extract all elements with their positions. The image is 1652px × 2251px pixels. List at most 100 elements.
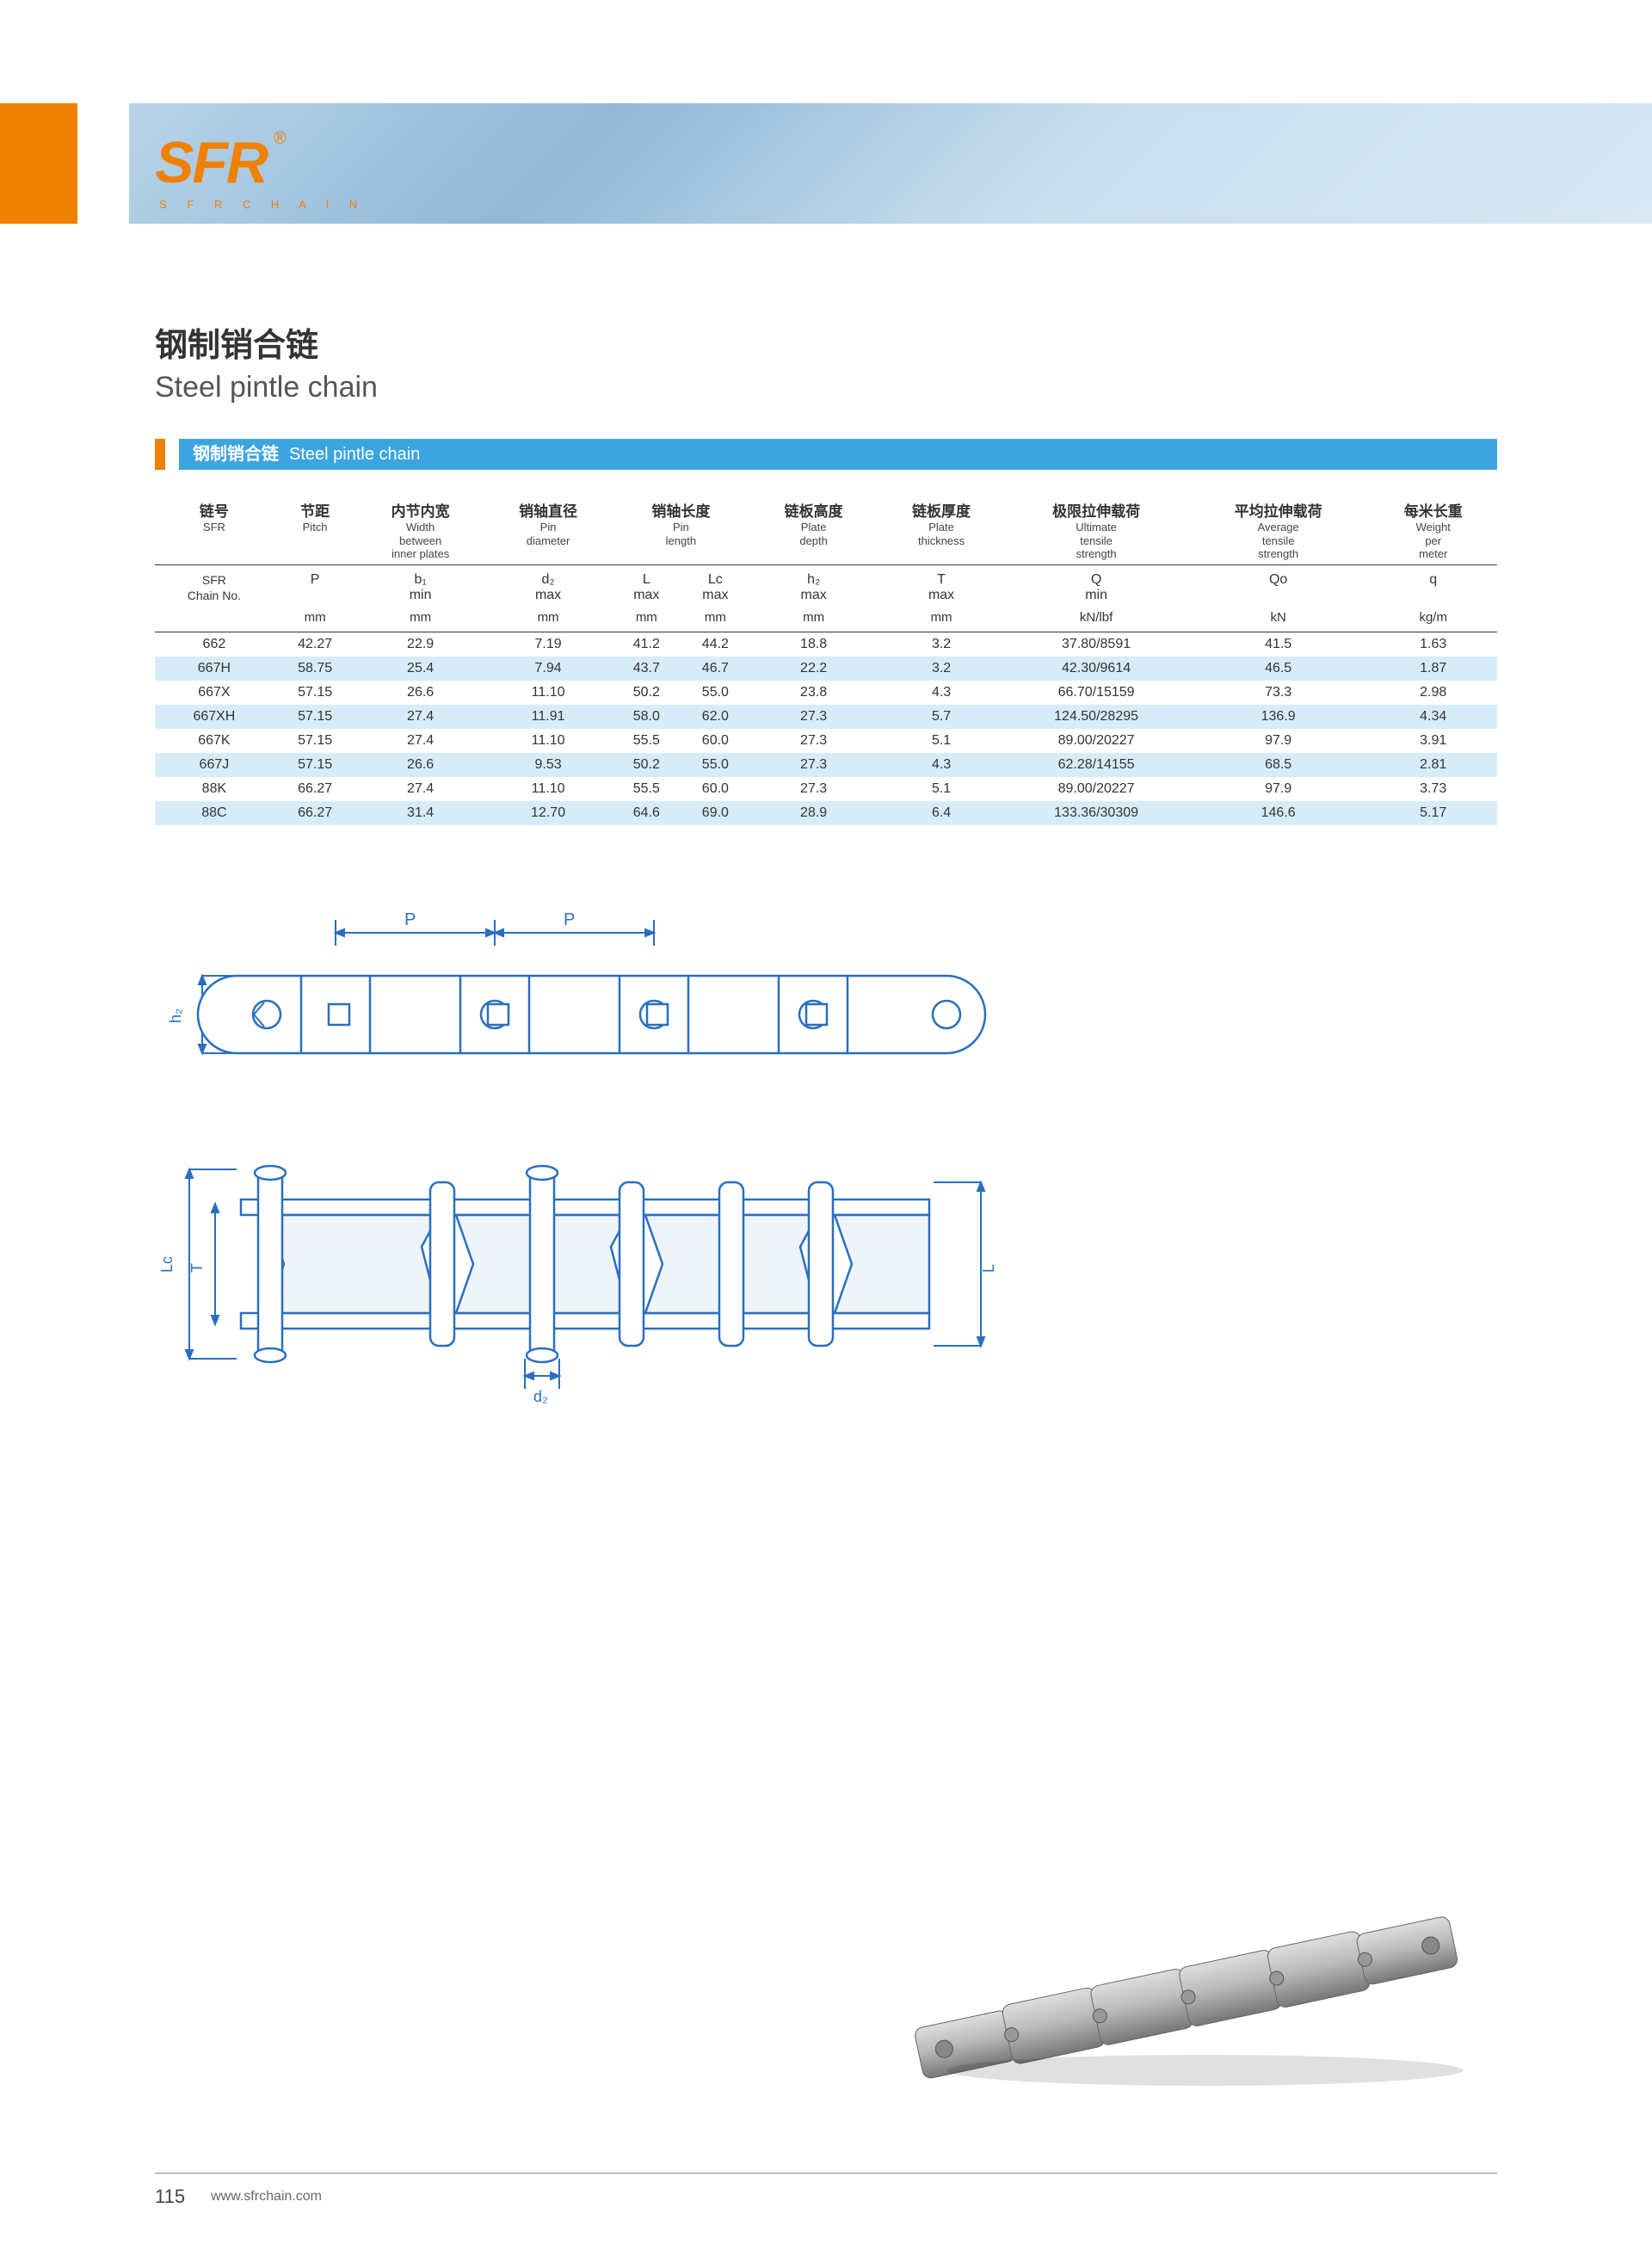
spec-table-body: 66242.2722.97.1941.244.218.83.237.80/859… bbox=[155, 632, 1497, 825]
table-cell: 27.4 bbox=[356, 705, 484, 729]
table-cell: 4.3 bbox=[878, 753, 1005, 777]
table-cell: 26.6 bbox=[356, 681, 484, 705]
table-symbol: Lmax bbox=[612, 564, 681, 607]
table-header: 平均拉伸载荷Averagetensilestrength bbox=[1187, 496, 1370, 564]
table-cell: 3.91 bbox=[1369, 729, 1497, 753]
footer: 115 www.sfrchain.com bbox=[155, 2186, 322, 2208]
table-row: 667J57.1526.69.5350.255.027.34.362.28/14… bbox=[155, 753, 1497, 777]
table-cell: 58.0 bbox=[612, 705, 681, 729]
table-cell: 5.17 bbox=[1369, 801, 1497, 825]
table-cell: 88C bbox=[155, 801, 274, 825]
table-cell: 50.2 bbox=[612, 681, 681, 705]
product-photo bbox=[878, 1890, 1497, 2096]
table-cell: 57.15 bbox=[274, 681, 357, 705]
table-row: 88C66.2731.412.7064.669.028.96.4133.36/3… bbox=[155, 801, 1497, 825]
table-row: 667XH57.1527.411.9158.062.027.35.7124.50… bbox=[155, 705, 1497, 729]
table-cell: 667J bbox=[155, 753, 274, 777]
table-unit: mm bbox=[878, 607, 1005, 632]
table-unit: mm bbox=[612, 607, 681, 632]
table-cell: 97.9 bbox=[1187, 729, 1370, 753]
table-unit: mm bbox=[274, 607, 357, 632]
table-cell: 2.81 bbox=[1369, 753, 1497, 777]
table-cell: 41.5 bbox=[1187, 632, 1370, 657]
diagram-top-view: P P h₂ bbox=[155, 903, 1497, 1092]
label-h2: h₂ bbox=[167, 1008, 184, 1023]
table-cell: 66.27 bbox=[274, 777, 357, 801]
table-cell: 89.00/20227 bbox=[1005, 777, 1187, 801]
table-cell: 55.5 bbox=[612, 729, 681, 753]
brand-logo: SFR® bbox=[155, 129, 285, 196]
table-cell: 4.3 bbox=[878, 681, 1005, 705]
spec-table-head: 链号SFR节距Pitch内节内宽Widthbetweeninner plates… bbox=[155, 496, 1497, 632]
table-cell: 68.5 bbox=[1187, 753, 1370, 777]
table-cell: 62.28/14155 bbox=[1005, 753, 1187, 777]
label-T: T bbox=[188, 1263, 206, 1273]
table-cell: 6.4 bbox=[878, 801, 1005, 825]
page-number: 115 bbox=[155, 2186, 185, 2208]
table-header: 销轴长度Pinlength bbox=[612, 496, 749, 564]
table-cell: 57.15 bbox=[274, 753, 357, 777]
table-cell: 73.3 bbox=[1187, 681, 1370, 705]
table-cell: 58.75 bbox=[274, 657, 357, 681]
header-banner: SFR® S F R C H A I N bbox=[0, 103, 1652, 224]
table-cell: 60.0 bbox=[681, 777, 749, 801]
table-cell: 26.6 bbox=[356, 753, 484, 777]
table-cell: 5.7 bbox=[878, 705, 1005, 729]
table-row: 667H58.7525.47.9443.746.722.23.242.30/96… bbox=[155, 657, 1497, 681]
table-row: 88K66.2727.411.1055.560.027.35.189.00/20… bbox=[155, 777, 1497, 801]
table-unit: mm bbox=[356, 607, 484, 632]
table-header: 链号SFR bbox=[155, 496, 274, 564]
table-cell: 124.50/28295 bbox=[1005, 705, 1187, 729]
table-cell: 62.0 bbox=[681, 705, 749, 729]
table-cell: 22.2 bbox=[749, 657, 877, 681]
table-cell: 42.30/9614 bbox=[1005, 657, 1187, 681]
table-cell: 57.15 bbox=[274, 729, 357, 753]
table-cell: 11.10 bbox=[484, 681, 612, 705]
label-d2: d₂ bbox=[533, 1388, 548, 1405]
table-unit: kN/lbf bbox=[1005, 607, 1187, 632]
table-header: 内节内宽Widthbetweeninner plates bbox=[356, 496, 484, 564]
table-cell: 23.8 bbox=[749, 681, 877, 705]
table-cell: 11.91 bbox=[484, 705, 612, 729]
table-cell: 2.98 bbox=[1369, 681, 1497, 705]
table-cell: 7.94 bbox=[484, 657, 612, 681]
table-cell: 667H bbox=[155, 657, 274, 681]
table-symbol: Qmin bbox=[1005, 564, 1187, 607]
table-symbol: Lcmax bbox=[681, 564, 749, 607]
table-cell: 37.80/8591 bbox=[1005, 632, 1187, 657]
table-cell: 42.27 bbox=[274, 632, 357, 657]
table-cell: 136.9 bbox=[1187, 705, 1370, 729]
table-cell: 46.7 bbox=[681, 657, 749, 681]
table-cell: 667XH bbox=[155, 705, 274, 729]
table-cell: 12.70 bbox=[484, 801, 612, 825]
table-cell: 22.9 bbox=[356, 632, 484, 657]
table-symbol: Tmax bbox=[878, 564, 1005, 607]
table-cell: 1.87 bbox=[1369, 657, 1497, 681]
table-cell: 3.73 bbox=[1369, 777, 1497, 801]
table-header: 极限拉伸载荷Ultimatetensilestrength bbox=[1005, 496, 1187, 564]
label-P: P bbox=[404, 910, 416, 929]
table-cell: 41.2 bbox=[612, 632, 681, 657]
table-cell: 46.5 bbox=[1187, 657, 1370, 681]
footer-rule bbox=[155, 2173, 1497, 2174]
table-header: 销轴直径Pindiameter bbox=[484, 496, 612, 564]
table-cell: 27.4 bbox=[356, 729, 484, 753]
table-cell: 27.3 bbox=[749, 729, 877, 753]
table-cell: 3.2 bbox=[878, 632, 1005, 657]
table-cell: 146.6 bbox=[1187, 801, 1370, 825]
table-cell: 667X bbox=[155, 681, 274, 705]
table-row: 667K57.1527.411.1055.560.027.35.189.00/2… bbox=[155, 729, 1497, 753]
table-cell: 57.15 bbox=[274, 705, 357, 729]
table-cell: 88K bbox=[155, 777, 274, 801]
table-header: 节距Pitch bbox=[274, 496, 357, 564]
section-title-bar: 钢制销合链Steel pintle chain bbox=[179, 439, 1497, 470]
table-cell: 5.1 bbox=[878, 729, 1005, 753]
table-cell: 11.10 bbox=[484, 777, 612, 801]
table-cell: 133.36/30309 bbox=[1005, 801, 1187, 825]
table-cell: 43.7 bbox=[612, 657, 681, 681]
table-cell: 66.27 bbox=[274, 801, 357, 825]
table-symbol: P bbox=[274, 564, 357, 607]
table-unit: mm bbox=[749, 607, 877, 632]
table-symbol: b₁min bbox=[356, 564, 484, 607]
table-unit: mm bbox=[681, 607, 749, 632]
